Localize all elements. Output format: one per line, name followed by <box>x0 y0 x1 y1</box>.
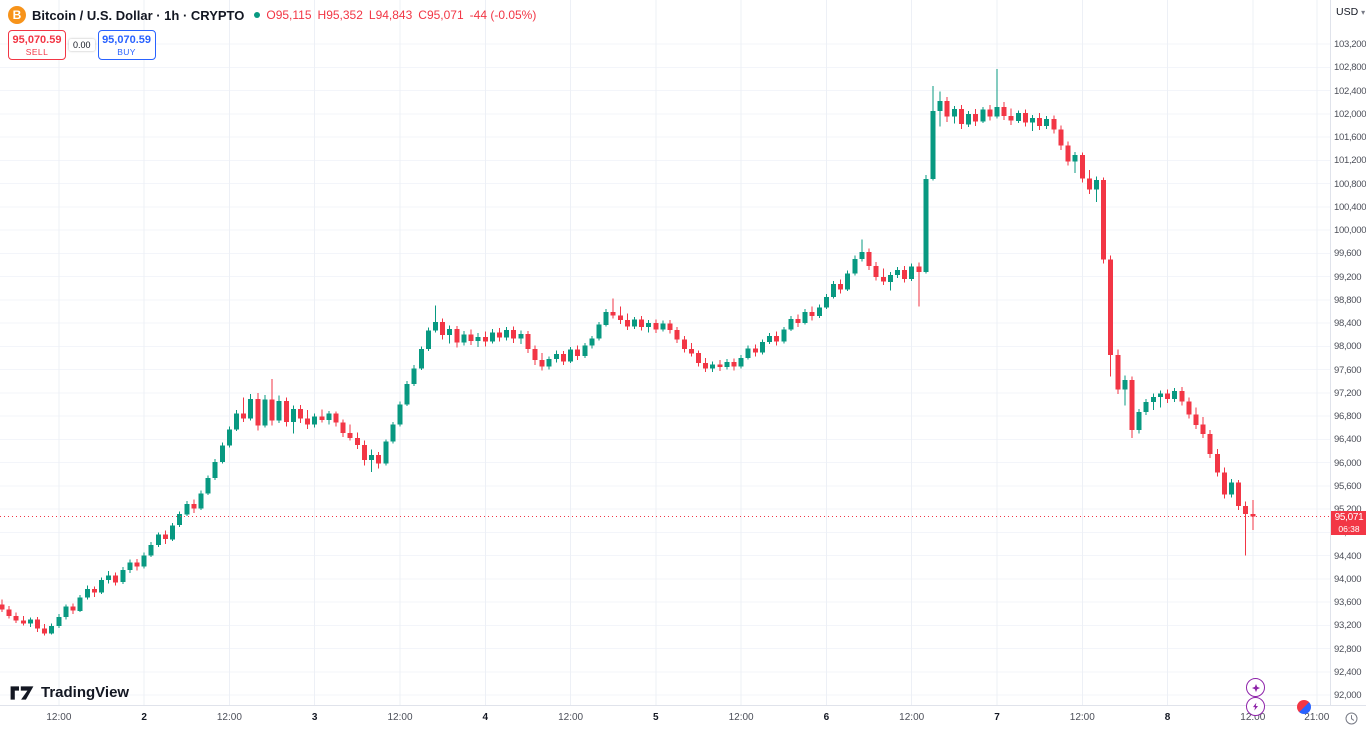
currency-selector[interactable]: USD ▾ <box>1336 6 1365 18</box>
open-value: 95,115 <box>275 8 312 22</box>
time-axis-label: 2 <box>141 712 147 723</box>
price-axis-label: 92,400 <box>1334 666 1362 678</box>
time-axis-label: 12:00 <box>46 712 72 723</box>
symbol-title[interactable]: Bitcoin / U.S. Dollar · 1h · CRYPTO <box>32 7 245 23</box>
high-label: H <box>317 8 327 22</box>
time-axis-label: 3 <box>311 712 318 723</box>
time-axis-label: 8 <box>1164 712 1171 723</box>
price-axis-label: 93,600 <box>1334 597 1362 608</box>
price-axis-label: 100,800 <box>1334 178 1366 190</box>
low-label: L <box>368 8 376 22</box>
close-label: C <box>418 8 427 22</box>
stream-badge-icon[interactable] <box>1297 700 1311 714</box>
close-value: 95,071 <box>426 8 464 22</box>
ohlc-values: O 95,115 H 95,352 L 94,843 C 95,071 -44 (-0.… <box>264 8 536 22</box>
sell-button[interactable]: 95,070.59 SELL <box>8 30 66 60</box>
price-axis-label: 99,600 <box>1334 248 1362 260</box>
market-status-icon[interactable] <box>254 12 261 18</box>
time-axis-label: 12:00 <box>558 712 584 723</box>
lightning-fab-icon[interactable] <box>1246 697 1265 716</box>
price-axis-label: 100,400 <box>1334 201 1366 213</box>
last-price-label: 95,071 06:38 <box>1331 510 1366 535</box>
bar-countdown: 06:38 <box>1338 523 1360 534</box>
price-axis-label: 98,000 <box>1334 341 1362 353</box>
price-axis-label: 93,200 <box>1334 620 1362 632</box>
price-axis-label: 97,200 <box>1334 387 1362 399</box>
buy-sell-widget: 95,070.59 SELL 0.00 95,070.59 BUY <box>8 30 156 60</box>
chevron-down-icon: ▾ <box>1361 7 1366 17</box>
time-axis-label: 12:00 <box>1240 712 1266 723</box>
buy-button[interactable]: 95,070.59 BUY <box>97 30 156 60</box>
time-axis-label: 12:00 <box>899 712 925 723</box>
time-axis-label: 21:00 <box>1304 712 1330 723</box>
high-value: 95,352 <box>326 8 363 22</box>
price-axis-label: 102,800 <box>1334 62 1366 74</box>
price-axis-label: 94,400 <box>1334 550 1362 562</box>
buy-label: BUY <box>117 46 136 57</box>
price-axis-label: 96,000 <box>1334 457 1362 469</box>
price-axis-label: 102,400 <box>1334 85 1366 97</box>
spread-value: 0.00 <box>69 39 95 51</box>
buy-price: 95,070.59 <box>102 33 151 46</box>
time-axis[interactable]: 12:00 2 12:00 3 12:00 4 12:00 5 12:00 6 12:00 7 12:0… <box>0 705 1366 729</box>
tradingview-logo[interactable]: TradingView <box>10 684 129 701</box>
price-axis-label: 101,600 <box>1334 132 1366 143</box>
sparkle-fab-icon[interactable] <box>1246 678 1265 697</box>
price-axis-label: 97,600 <box>1334 364 1362 376</box>
time-axis-label: 4 <box>482 712 489 723</box>
price-axis-label: 95,200 <box>1334 504 1362 515</box>
open-label: O <box>266 8 276 22</box>
time-axis-label: 12:00 <box>728 712 754 723</box>
bitcoin-icon: B <box>8 6 26 24</box>
price-axis-label: 96,800 <box>1334 411 1362 422</box>
time-axis-label: 5 <box>653 712 659 723</box>
time-axis-label: 12:00 <box>387 712 413 723</box>
price-axis-label: 92,000 <box>1334 690 1362 701</box>
price-axis[interactable]: USD ▾ 92,000 92,400 92,800 93,200 93,600 94,0… <box>1330 0 1366 705</box>
candlestick-chart[interactable] <box>0 0 1330 705</box>
price-axis-label: 101,200 <box>1334 155 1366 167</box>
price-axis-label: 103,200 <box>1334 39 1366 50</box>
low-value: 94,843 <box>375 8 413 22</box>
time-axis-label: 12:00 <box>1069 712 1095 723</box>
currency-label: USD <box>1336 6 1359 18</box>
price-axis-label: 100,000 <box>1334 225 1366 236</box>
sell-label: SELL <box>25 46 49 57</box>
time-axis-label: 6 <box>823 712 830 723</box>
tradingview-wordmark: TradingView <box>41 684 130 701</box>
price-axis-label: 92,800 <box>1334 643 1362 655</box>
time-axis-label: 12:00 <box>216 712 242 723</box>
price-axis-label: 98,800 <box>1334 294 1362 306</box>
clock-icon[interactable] <box>1345 712 1358 729</box>
change-value: -44 (-0.05%) <box>469 8 537 22</box>
price-axis-label: 98,400 <box>1334 318 1362 329</box>
price-axis-label: 99,200 <box>1334 271 1362 283</box>
price-axis-label: 94,000 <box>1334 573 1362 585</box>
price-axis-label: 95,600 <box>1334 480 1362 492</box>
tradingview-logo-icon <box>10 685 34 700</box>
price-axis-label: 96,400 <box>1334 434 1362 446</box>
last-price-value: 95,071 <box>1334 511 1364 523</box>
price-axis-label: 102,000 <box>1334 108 1366 120</box>
time-axis-label: 7 <box>994 712 1000 723</box>
sell-price: 95,070.59 <box>12 33 62 46</box>
